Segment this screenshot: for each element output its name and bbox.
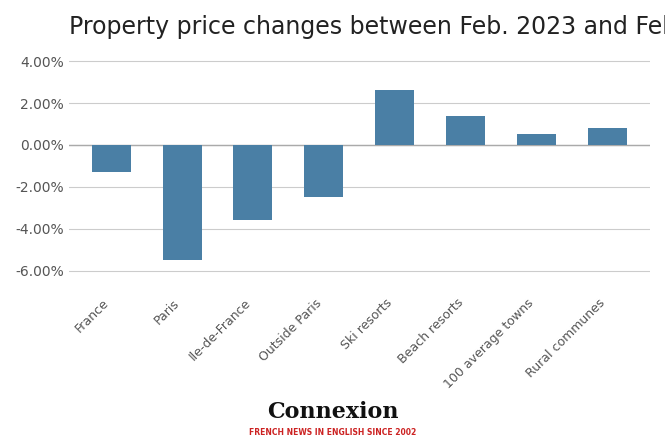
- Bar: [588, 128, 627, 145]
- Bar: [517, 135, 556, 145]
- Bar: [162, 145, 201, 260]
- Bar: [233, 145, 273, 220]
- Text: FRENCH NEWS IN ENGLISH SINCE 2002: FRENCH NEWS IN ENGLISH SINCE 2002: [249, 428, 416, 437]
- Bar: [446, 116, 485, 145]
- Bar: [92, 145, 130, 172]
- Bar: [375, 90, 414, 145]
- Text: Property price changes between Feb. 2023 and Feb. 2024: Property price changes between Feb. 2023…: [68, 15, 665, 39]
- Bar: [305, 145, 343, 197]
- Text: Connexion: Connexion: [267, 401, 398, 423]
